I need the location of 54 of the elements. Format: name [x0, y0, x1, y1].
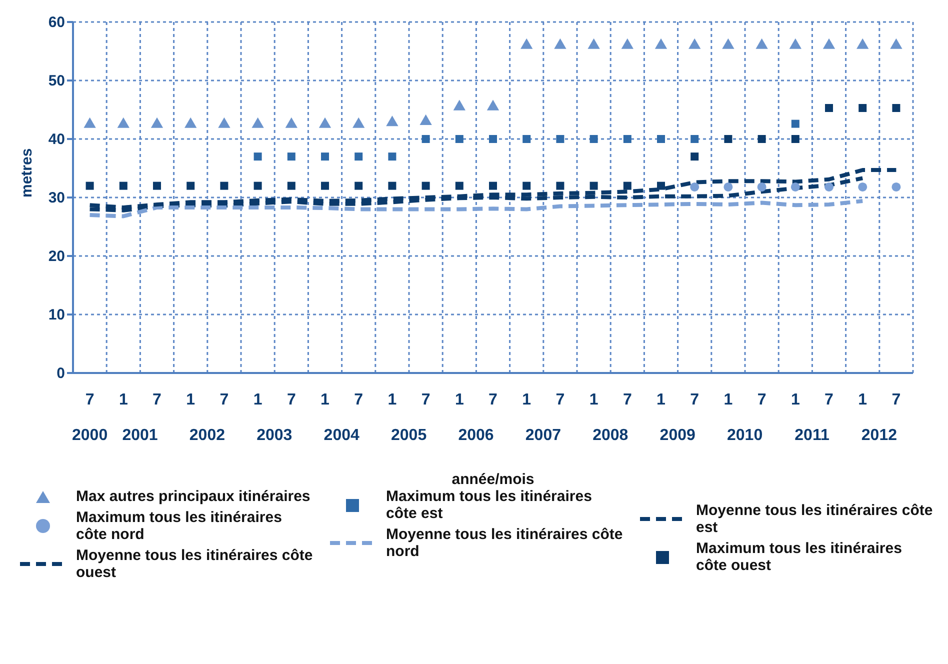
- text: 2012: [861, 427, 898, 444]
- x-tick-label: 7: [690, 391, 700, 408]
- x-tick-label: 1: [589, 391, 598, 408]
- text: 2009: [660, 427, 696, 444]
- x-tick-label: 7: [488, 391, 498, 408]
- y-tick-label: 50: [48, 72, 65, 90]
- text: 2006: [458, 427, 494, 444]
- x-tick-label: 1: [253, 391, 262, 408]
- x-tick-label: 1: [656, 391, 666, 408]
- x-tick-label: 7: [421, 391, 430, 408]
- x-tick-label: 7: [286, 391, 296, 408]
- x-tick-label: 1: [522, 391, 532, 408]
- x-axis-title: année/mois: [452, 471, 534, 488]
- text: 2007: [525, 427, 562, 444]
- x-tick-label: 1: [320, 391, 330, 408]
- y-tick-label: 40: [48, 131, 65, 148]
- x-tick-label: 7: [757, 391, 766, 408]
- x-tick-label: 7: [892, 391, 901, 408]
- legend-label: Maximum tous les itinéraires côte ouest: [696, 540, 903, 574]
- y-tick-label: 20: [48, 248, 65, 265]
- y-tick-label: 60: [48, 14, 65, 31]
- x-tick-label: 7: [85, 391, 94, 408]
- x-tick-label: 7: [556, 391, 565, 408]
- text: 2011: [794, 427, 830, 444]
- x-tick-label: 1: [454, 391, 464, 408]
- text: 2008: [592, 427, 628, 444]
- y-tick-label: 30: [48, 190, 65, 206]
- legend-label: Moyenne tous les itinéraires côte nord: [386, 526, 624, 560]
- x-tick-label: 1: [118, 391, 128, 408]
- y-tick-label: 10: [48, 306, 65, 324]
- x-tick-label: 1: [790, 391, 800, 408]
- text: 2005: [391, 427, 427, 444]
- text: 2001: [122, 427, 158, 444]
- text: 2000: [72, 427, 108, 444]
- legend-label: Maximum tous les itinéraires côte est: [386, 488, 593, 522]
- x-tick-label: 7: [220, 391, 229, 408]
- x-tick-label: 7: [824, 391, 834, 408]
- x-tick-label: 1: [858, 391, 868, 408]
- x-tick-label: 1: [186, 391, 196, 408]
- x-tick-label: 7: [152, 391, 162, 408]
- y-axis-title: metres: [18, 148, 36, 198]
- legend-label: Max autres principaux itinéraires: [76, 488, 312, 505]
- text: 2004: [324, 427, 360, 444]
- legend-label: Maximum tous les itinéraires côte nord: [76, 509, 283, 543]
- x-tick-label: 7: [622, 391, 632, 408]
- x-tick-label: 1: [724, 391, 733, 408]
- x-tick-label: 7: [354, 391, 364, 408]
- x-tick-label: 1: [388, 391, 397, 408]
- legend-label: Moyenne tous les itinéraires côte est: [696, 502, 934, 536]
- text: 2010: [727, 427, 763, 444]
- y-tick-label: 0: [56, 365, 65, 382]
- legend-label: Moyenne tous les itinéraires côte ouest: [76, 547, 314, 581]
- text: 2002: [189, 427, 226, 444]
- text: 2003: [256, 427, 292, 444]
